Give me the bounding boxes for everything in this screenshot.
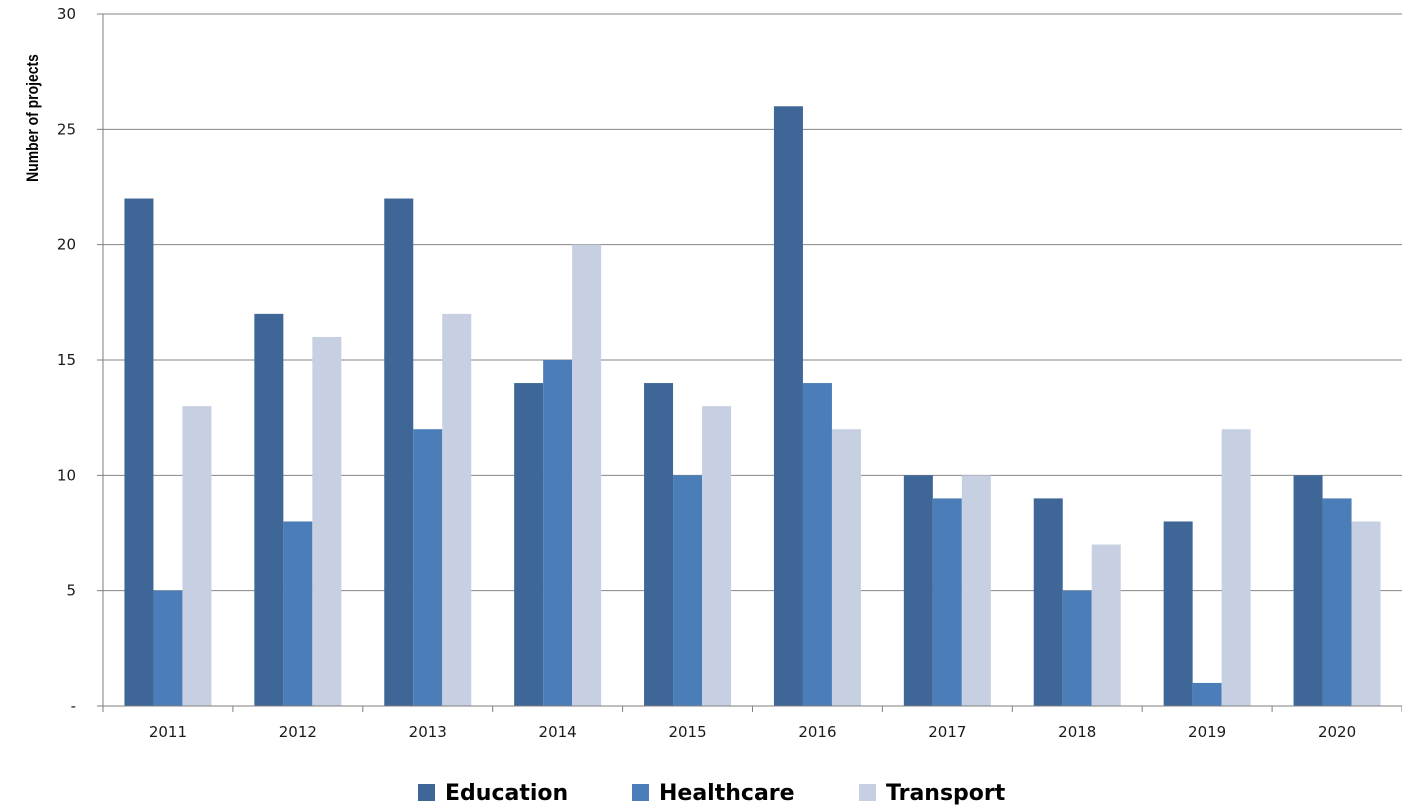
bar-transport-2013 — [442, 313, 472, 706]
bar-healthcare-2012 — [283, 521, 313, 706]
bar-healthcare-2013 — [413, 429, 443, 706]
x-tick-label: 2012 — [279, 723, 317, 741]
bar-healthcare-2014 — [543, 360, 573, 706]
bar-transport-2019 — [1221, 429, 1251, 706]
legend: Education Healthcare Transport — [418, 781, 1006, 806]
bar-healthcare-2017 — [932, 498, 962, 706]
x-tick-label: 2017 — [928, 723, 966, 741]
bar-education-2013 — [384, 198, 414, 707]
legend-swatch-healthcare — [632, 784, 649, 801]
bar-education-2015 — [644, 383, 674, 706]
bar-transport-2015 — [702, 406, 732, 706]
bar-transport-2018 — [1091, 544, 1121, 706]
bar-education-2012 — [254, 313, 284, 706]
bar-healthcare-2016 — [802, 383, 832, 706]
y-tick-label: 15 — [57, 351, 76, 369]
bar-healthcare-2020 — [1322, 498, 1352, 706]
legend-swatch-education — [418, 784, 435, 801]
y-tick-label: - — [71, 697, 76, 715]
bar-education-2011 — [124, 198, 154, 707]
x-tick-label: 2014 — [539, 723, 577, 741]
bar-transport-2017 — [961, 475, 991, 706]
x-tick-label: 2018 — [1058, 723, 1096, 741]
bar-transport-2011 — [182, 406, 212, 706]
x-tick-label: 2013 — [409, 723, 447, 741]
bar-education-2017 — [903, 475, 933, 706]
legend-label-transport: Transport — [886, 781, 1006, 806]
bar-transport-2020 — [1351, 521, 1381, 706]
bar-healthcare-2018 — [1062, 590, 1092, 706]
bar-education-2018 — [1033, 498, 1063, 706]
bar-education-2019 — [1163, 521, 1193, 706]
y-tick-label: 10 — [57, 466, 76, 484]
y-tick-label: 25 — [57, 120, 76, 138]
y-axis-title: Number of projects — [24, 54, 43, 182]
x-tick-label: 2019 — [1188, 723, 1226, 741]
x-tick-label: 2020 — [1318, 723, 1356, 741]
bar-transport-2014 — [572, 244, 602, 706]
x-tick-labels: 2011 2012 2013 2014 2015 2016 2017 2018 2019 2020 — [149, 723, 1356, 741]
x-tick-label: 2011 — [149, 723, 187, 741]
bar-education-2016 — [773, 106, 803, 707]
bar-transport-2012 — [312, 336, 342, 706]
y-tick-label: 5 — [66, 582, 76, 600]
bar-transport-2016 — [831, 429, 861, 706]
y-tick-label: 20 — [57, 236, 76, 254]
x-tick-label: 2016 — [798, 723, 836, 741]
legend-swatch-transport — [859, 784, 876, 801]
bar-education-2020 — [1293, 475, 1323, 706]
bar-healthcare-2019 — [1192, 682, 1222, 706]
bars — [124, 106, 1381, 707]
bar-healthcare-2015 — [673, 475, 703, 706]
legend-label-healthcare: Healthcare — [659, 781, 795, 806]
axes — [102, 14, 1402, 707]
y-tick-labels: - 5 10 15 20 25 30 — [57, 5, 76, 715]
x-tick-label: 2015 — [668, 723, 706, 741]
legend-label-education: Education — [445, 781, 568, 806]
bar-healthcare-2011 — [153, 590, 183, 706]
bar-education-2014 — [514, 383, 544, 706]
y-tick-label: 30 — [57, 5, 76, 23]
